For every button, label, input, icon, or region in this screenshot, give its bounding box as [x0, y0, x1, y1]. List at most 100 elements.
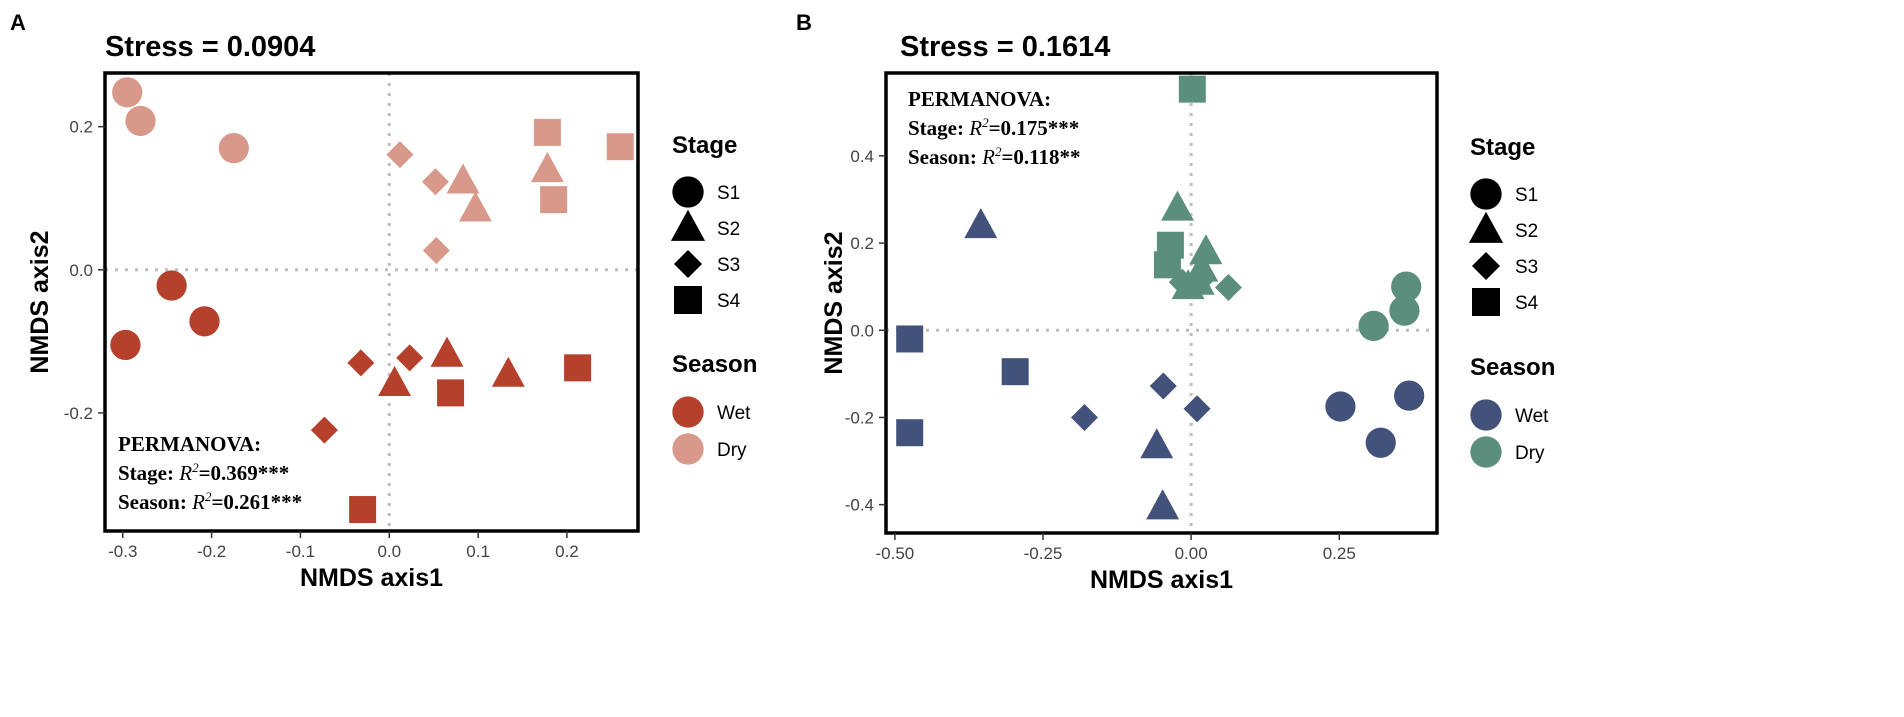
point-dry-s1 [1358, 310, 1389, 342]
permanova-line: Season: R2=0.261*** [118, 489, 302, 514]
point-dry-s1 [112, 77, 143, 108]
legend-stage-label: S3 [1515, 257, 1538, 278]
permanova-label: Stage: [908, 116, 969, 140]
point-dry-s2 [446, 163, 480, 194]
x-tick-label: 0.00 [1175, 544, 1208, 563]
y-tick-label: 0.4 [850, 147, 874, 166]
legend-dry-swatch [672, 433, 704, 465]
plot-frame [103, 71, 640, 533]
permanova-annotation: PERMANOVA:Stage: R2=0.369***Season: R2=0… [118, 432, 302, 514]
legend-wet-swatch [1470, 399, 1502, 431]
point-dry-s2 [1189, 234, 1223, 265]
point-wet-s4 [437, 379, 465, 407]
legend-diamond-icon [674, 250, 702, 278]
plot-frame [884, 71, 1439, 535]
permanova-value: =0.261*** [211, 490, 302, 514]
y-tick-label: 0.0 [850, 321, 874, 340]
legend-season-label: Dry [1515, 443, 1545, 464]
point-dry-s2 [458, 191, 492, 222]
panel-a: A Stress = 0.0904 -0.3 -0.2 -0.1 0.0 0.1 0.2 -0.… [10, 10, 757, 592]
legend-stage-label: S4 [717, 291, 741, 312]
point-dry-s4 [533, 118, 561, 146]
x-tick-label: -0.2 [197, 542, 226, 561]
point-wet-s4 [896, 325, 924, 353]
x-tick-label: -0.25 [1024, 544, 1063, 563]
point-wet-s2 [964, 208, 998, 239]
point-wet-s2 [378, 366, 412, 397]
legend-stage-label: S2 [717, 219, 740, 240]
legend-season-title: Season [672, 351, 757, 378]
data-points [110, 77, 634, 524]
legend-wet-swatch [672, 396, 704, 428]
panel-label: B [796, 10, 812, 35]
legend: Stage S1 S2 S3 S4 Season Wet Dry [670, 132, 757, 465]
permanova-r: R [981, 145, 995, 169]
point-dry-s2 [530, 152, 564, 183]
point-dry-s1 [1389, 295, 1420, 326]
point-wet-s3 [1149, 372, 1177, 400]
legend-stage-title: Stage [672, 132, 737, 159]
point-wet-s3 [1183, 395, 1211, 423]
legend-season-label: Wet [1515, 406, 1549, 427]
plot-title: Stress = 0.1614 [900, 31, 1110, 63]
point-wet-s2 [1146, 489, 1180, 520]
point-dry-s4 [540, 186, 568, 214]
point-dry-s1 [1391, 271, 1422, 302]
point-dry-s3 [1189, 264, 1217, 292]
point-wet-s1 [1394, 380, 1425, 411]
legend-stage-title: Stage [1470, 134, 1535, 161]
point-wet-s4 [896, 419, 924, 447]
point-dry-s1 [125, 105, 156, 137]
point-wet-s2 [1140, 428, 1174, 459]
y-tick-label: -0.2 [64, 404, 93, 423]
point-wet-s1 [1325, 391, 1356, 422]
legend-stage-label: S2 [1515, 221, 1538, 242]
point-wet-s3 [396, 344, 424, 372]
point-wet-s2 [491, 356, 525, 387]
point-dry-s4 [606, 133, 634, 161]
permanova-value: =0.369*** [199, 461, 290, 485]
point-wet-s1 [189, 306, 220, 337]
x-tick-label: -0.3 [108, 542, 137, 561]
legend-triangle-icon [1468, 211, 1504, 243]
x-tick-label: -0.50 [876, 544, 915, 563]
legend: Stage S1 S2 S3 S4 Season Wet Dry [1468, 134, 1555, 468]
point-wet-s4 [1001, 358, 1029, 386]
point-dry-s2 [1161, 190, 1194, 221]
x-tick-label: 0.1 [466, 542, 490, 561]
legend-stage-label: S1 [717, 183, 740, 204]
permanova-line: Stage: R2=0.175*** [908, 115, 1079, 140]
point-wet-s1 [110, 329, 141, 361]
x-tick-label: -0.1 [286, 542, 315, 561]
legend-stage-label: S1 [1515, 185, 1538, 206]
point-dry-s1 [218, 133, 249, 164]
permanova-value: =0.175*** [989, 116, 1080, 140]
x-tick-label: 0.25 [1323, 544, 1356, 563]
legend-stage-label: S3 [717, 255, 740, 276]
permanova-label: Stage: [118, 461, 179, 485]
y-tick-label: -0.4 [845, 496, 874, 515]
legend-square-icon [674, 286, 702, 314]
permanova-r: R [191, 490, 205, 514]
y-tick-label: 0.2 [850, 234, 874, 253]
permanova-label: Season: [908, 145, 982, 169]
permanova-line: Season: R2=0.118** [908, 144, 1081, 169]
x-axis-title: NMDS axis1 [300, 564, 443, 592]
y-axis-title: NMDS axis2 [26, 230, 54, 373]
point-dry-s3 [422, 236, 450, 264]
data-points [896, 75, 1425, 520]
x-axis-title: NMDS axis1 [1090, 566, 1233, 594]
legend-circle-icon [1470, 178, 1502, 210]
permanova-value: =0.118** [1001, 145, 1080, 169]
legend-square-icon [1472, 288, 1500, 316]
legend-triangle-icon [670, 209, 706, 241]
y-tick-label: -0.2 [845, 408, 874, 427]
permanova-sup: 2 [995, 144, 1002, 159]
point-wet-s3 [310, 416, 338, 444]
legend-diamond-icon [1472, 252, 1500, 280]
x-tick-label: 0.0 [377, 542, 401, 561]
legend-season-label: Wet [717, 403, 751, 424]
point-dry-s3 [421, 168, 449, 196]
point-wet-s3 [347, 349, 375, 377]
